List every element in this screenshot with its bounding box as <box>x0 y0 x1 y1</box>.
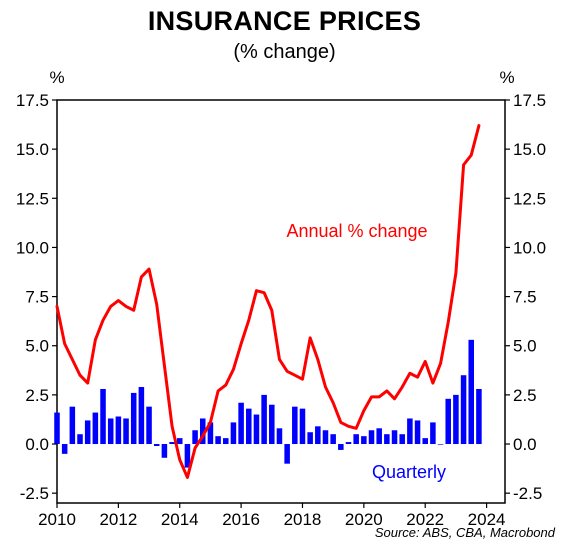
y-tick-label-left: 15.0 <box>16 140 49 159</box>
quarterly-bar <box>230 422 237 445</box>
y-tick-label-right: 15.0 <box>513 140 546 159</box>
quarterly-bar <box>399 434 405 445</box>
quarterly-bar <box>207 422 214 445</box>
right-axis-unit: % <box>499 68 514 87</box>
quarterly-bar <box>460 375 467 445</box>
y-tick-label-right: 7.5 <box>513 288 537 307</box>
y-tick-label-left: 10.0 <box>16 238 49 257</box>
quarterly-bar <box>322 430 329 445</box>
quarterly-bar <box>430 422 436 445</box>
annual-series-label: Annual % change <box>286 221 427 241</box>
quarterly-bar <box>92 412 99 445</box>
y-tick-label-left: 0.0 <box>25 435 49 454</box>
quarterly-bar <box>77 434 83 445</box>
quarterly-bar <box>292 406 298 445</box>
y-tick-label-left: 2.5 <box>25 386 49 405</box>
x-tick-label: 2018 <box>284 510 322 529</box>
quarterly-bar <box>130 392 137 445</box>
quarterly-bar <box>153 444 160 446</box>
quarterly-bar <box>407 418 413 445</box>
quarterly-bar <box>246 408 252 445</box>
quarterly-bar <box>476 388 482 445</box>
quarterly-bar <box>192 430 198 445</box>
quarterly-bar <box>238 402 244 445</box>
quarterly-bar <box>307 432 313 445</box>
quarterly-bar <box>345 442 352 445</box>
quarterly-bar <box>276 428 283 445</box>
quarterly-bar <box>376 428 382 445</box>
quarterly-bar <box>330 434 336 445</box>
y-tick-label-left: -2.5 <box>20 484 49 503</box>
quarterly-bars <box>54 339 482 468</box>
quarterly-bar <box>361 436 367 445</box>
quarterly-bar <box>384 434 390 445</box>
y-tick-label-right: 12.5 <box>513 189 546 208</box>
axes: -2.5 -2.5 0.0 0.0 2.5 2.5 5.0 5.0 7.5 7.5 10.0 10.0… <box>16 91 546 529</box>
quarterly-bar <box>84 420 91 445</box>
quarterly-bar <box>61 444 68 454</box>
y-tick-label-right: 10.0 <box>513 238 546 257</box>
x-tick-label: 2012 <box>99 510 137 529</box>
quarterly-bar <box>69 406 76 445</box>
x-tick-label: 2020 <box>345 510 383 529</box>
x-tick-label: 2014 <box>161 510 199 529</box>
y-tick-label-right: 2.5 <box>513 386 537 405</box>
annual-change-line <box>55 124 481 479</box>
quarterly-bar <box>161 444 168 458</box>
quarterly-bar <box>468 339 474 445</box>
quarterly-bar <box>353 434 359 445</box>
quarterly-bar <box>445 398 451 445</box>
source-note: Source: ABS, CBA, Macrobond <box>374 525 555 540</box>
quarterly-bar <box>368 430 375 445</box>
quarterly-bar <box>215 436 221 445</box>
quarterly-bar <box>422 438 428 445</box>
x-tick-label: 2016 <box>222 510 260 529</box>
quarterly-bar <box>123 418 129 445</box>
quarterly-bar <box>176 438 183 445</box>
quarterly-bar <box>138 387 145 445</box>
quarterly-bar <box>299 408 306 445</box>
annual-change-line-layer <box>55 124 481 479</box>
quarterly-bar <box>338 444 344 450</box>
quarterly-bar <box>414 420 421 445</box>
quarterly-bar <box>315 426 321 445</box>
quarterly-bar <box>115 416 122 445</box>
quarterly-bar <box>253 414 260 445</box>
y-tick-label-left: 17.5 <box>16 91 49 110</box>
x-tick-label: 2024 <box>468 510 506 529</box>
chart-title: INSURANCE PRICES <box>147 6 422 36</box>
y-tick-label-right: 17.5 <box>513 91 546 110</box>
y-tick-label-right: 5.0 <box>513 337 537 356</box>
left-axis-unit: % <box>49 68 64 87</box>
quarterly-bar <box>453 394 459 445</box>
quarterly-bar <box>184 444 191 468</box>
quarterly-bar <box>107 418 114 445</box>
quarterly-bar <box>100 388 106 445</box>
quarterly-bar <box>437 444 444 445</box>
y-tick-label-left: 5.0 <box>25 337 49 356</box>
quarterly-bar <box>146 406 152 445</box>
y-tick-label-right: -2.5 <box>513 484 542 503</box>
chart-subtitle: (% change) <box>233 41 336 63</box>
quarterly-bar <box>54 412 60 445</box>
y-tick-label-right: 0.0 <box>513 435 537 454</box>
quarterly-bar <box>223 438 229 445</box>
quarterly-series-label: Quarterly <box>372 462 446 482</box>
x-tick-label: 2010 <box>38 510 76 529</box>
x-tick-label: 2022 <box>406 510 444 529</box>
plot-frame <box>56 99 506 504</box>
quarterly-bar <box>269 404 275 445</box>
quarterly-bar <box>169 442 175 445</box>
quarterly-bar <box>261 394 267 445</box>
quarterly-bar <box>199 418 206 445</box>
y-tick-label-left: 7.5 <box>25 288 49 307</box>
y-tick-label-left: 12.5 <box>16 189 49 208</box>
quarterly-bar <box>391 430 398 445</box>
quarterly-bar <box>284 444 290 464</box>
